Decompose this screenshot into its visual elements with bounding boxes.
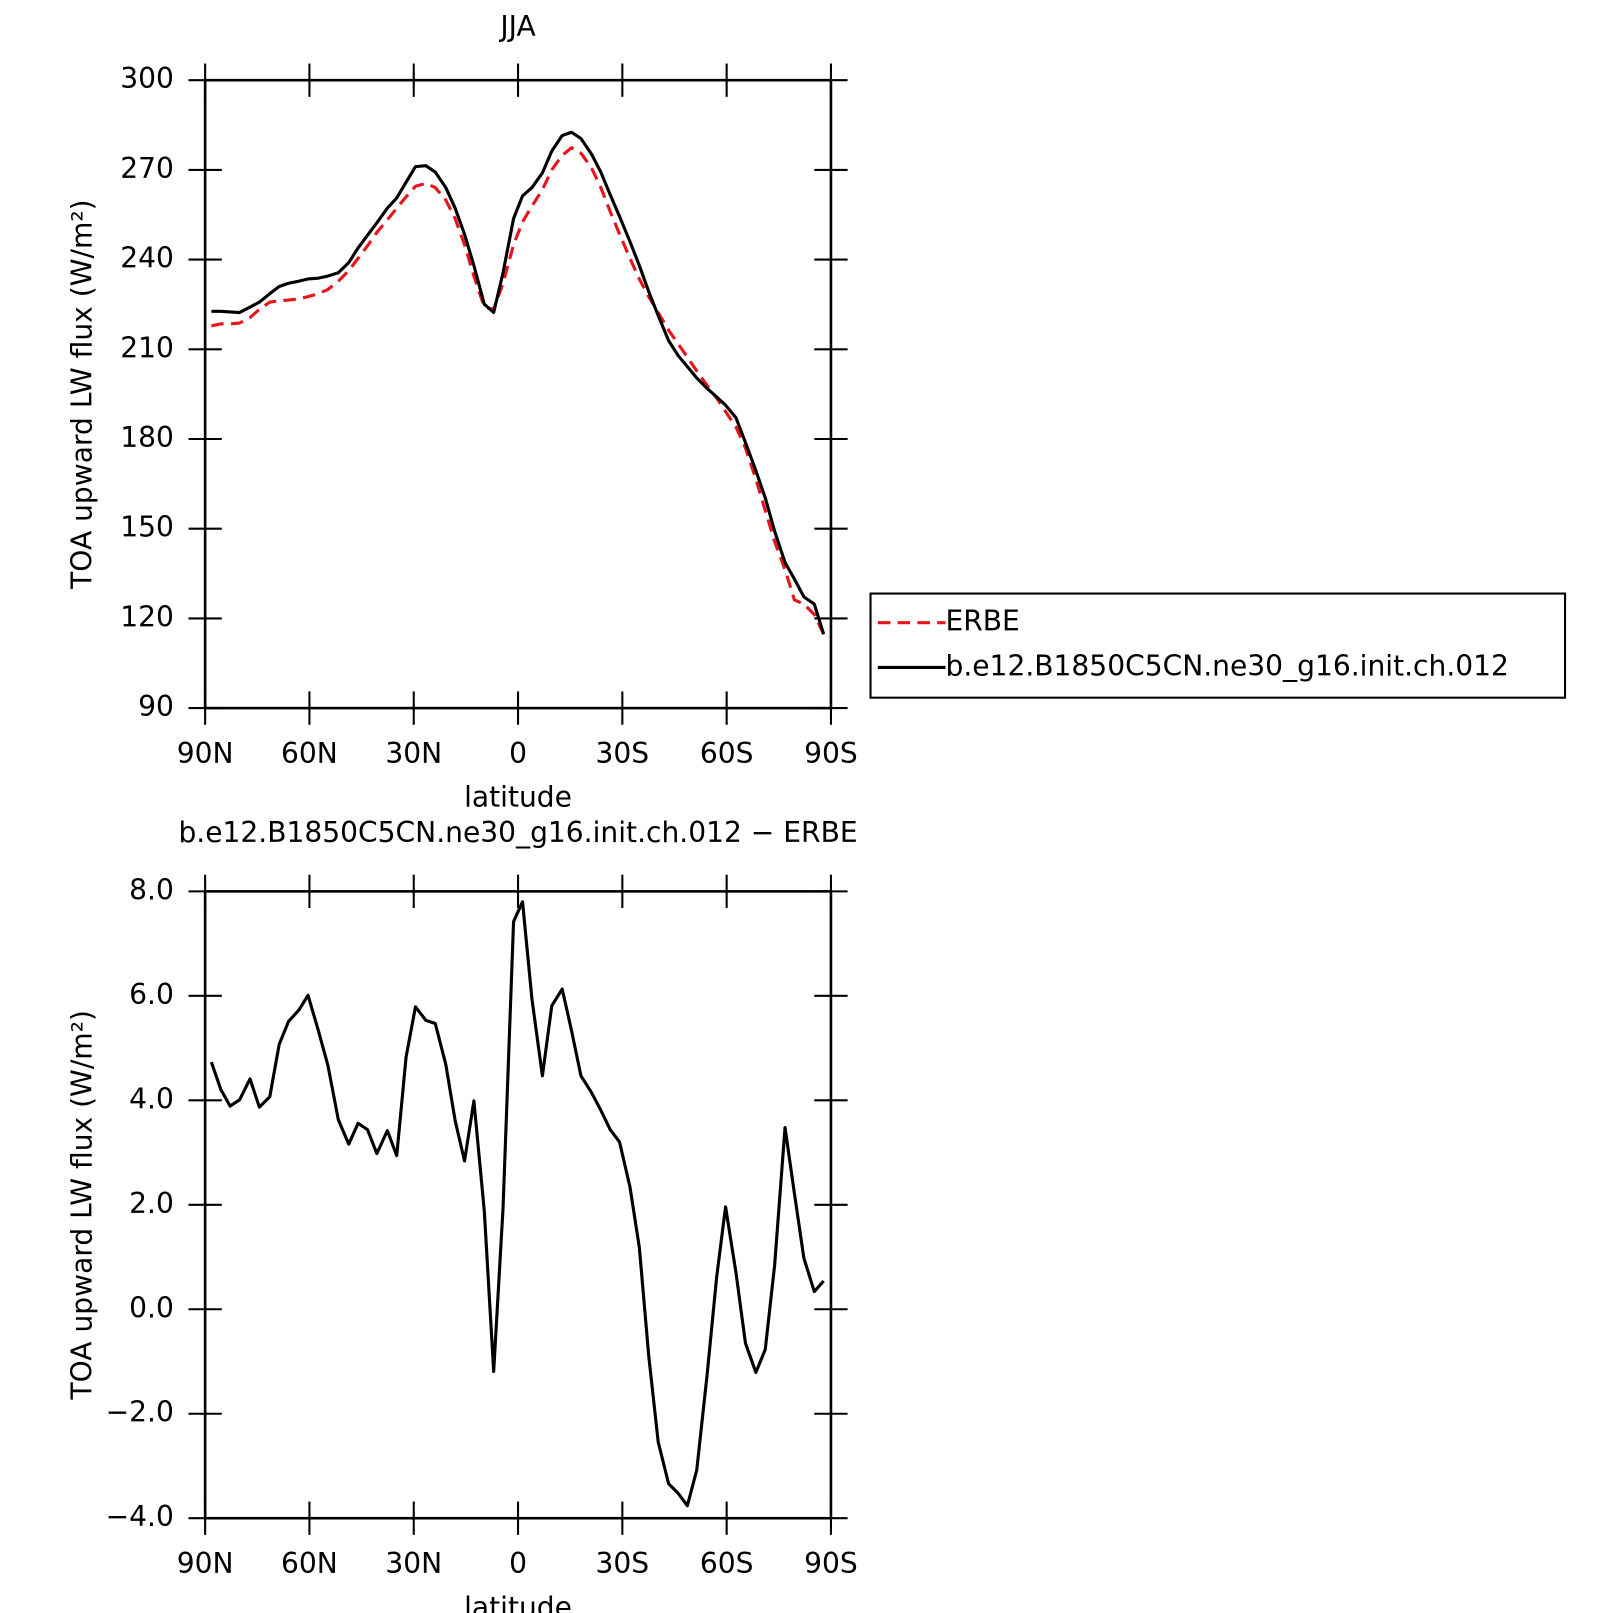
y-tick-label: 210 <box>120 331 174 364</box>
y-tick-label: 2.0 <box>129 1187 174 1220</box>
y-axis-label: TOA upward LW flux (W/m²) <box>65 1010 98 1400</box>
plot-frame <box>203 78 833 710</box>
data-line <box>209 900 825 1508</box>
y-tick-label: 180 <box>120 421 174 454</box>
x-tick-label: 60N <box>281 1547 338 1580</box>
x-tick-label: 60N <box>281 737 338 770</box>
x-tick-label: 90N <box>177 737 234 770</box>
y-tick-label: 6.0 <box>129 978 174 1011</box>
chart-title: b.e12.B1850C5CN.ne30_g16.init.ch.012 − E… <box>178 816 857 849</box>
y-tick-label: 150 <box>120 511 174 544</box>
y-tick-label: −4.0 <box>106 1500 174 1533</box>
x-tick-label: 60S <box>700 1547 754 1580</box>
data-line <box>211 130 826 635</box>
y-tick-label: 300 <box>120 62 174 95</box>
y-tick-label: 8.0 <box>129 873 174 906</box>
chart-title: JJA <box>498 10 535 43</box>
legend-label: ERBE <box>945 605 1019 638</box>
x-tick-label: 0 <box>509 1547 527 1580</box>
x-tick-label: 90S <box>804 1547 858 1580</box>
x-tick-label: 30S <box>596 1547 650 1580</box>
data-line <box>211 146 826 635</box>
y-tick-label: −2.0 <box>106 1396 174 1429</box>
y-tick-label: 0.0 <box>129 1291 174 1324</box>
y-axis-label: TOA upward LW flux (W/m²) <box>65 199 98 589</box>
x-tick-label: 30N <box>385 1547 442 1580</box>
x-tick-label: 60S <box>700 737 754 770</box>
x-tick-label: 30S <box>596 737 650 770</box>
y-tick-label: 90 <box>138 690 174 723</box>
legend-box <box>869 592 1567 699</box>
x-tick-label: 30N <box>385 737 442 770</box>
x-tick-label: 0 <box>509 737 527 770</box>
y-tick-label: 4.0 <box>129 1082 174 1115</box>
y-tick-label: 270 <box>120 152 174 185</box>
x-axis-label: latitude <box>464 1591 572 1613</box>
x-tick-label: 90S <box>804 737 858 770</box>
legend-label: b.e12.B1850C5CN.ne30_g16.init.ch.012 <box>945 649 1508 682</box>
x-tick-label: 90N <box>177 1547 234 1580</box>
y-tick-label: 240 <box>120 242 174 275</box>
x-axis-label: latitude <box>464 781 572 814</box>
plot-frame <box>203 890 833 1520</box>
y-tick-label: 120 <box>120 600 174 633</box>
